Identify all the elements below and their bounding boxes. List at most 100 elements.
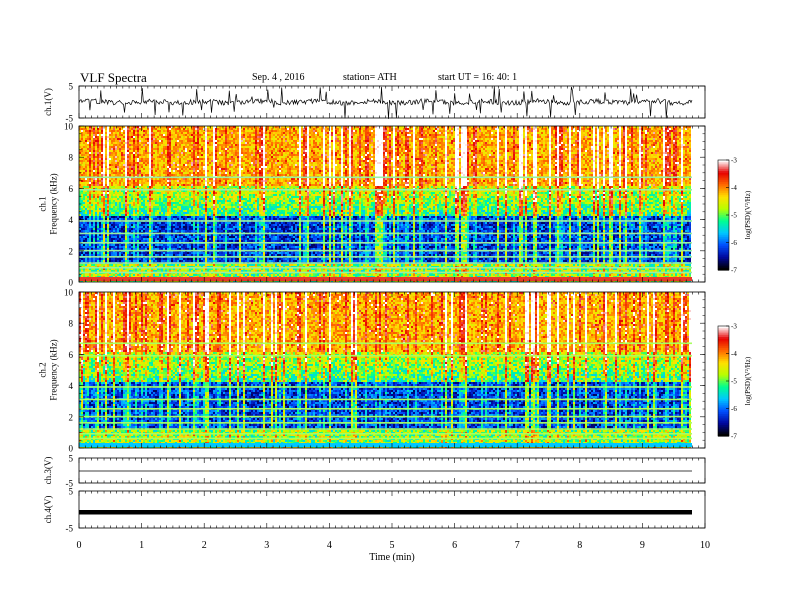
y-tick-label: 6 bbox=[69, 350, 74, 360]
colorbar-cell bbox=[718, 259, 729, 262]
spectral-line bbox=[79, 432, 692, 435]
ch4-waveform-trace bbox=[79, 510, 692, 515]
colorbar-cell bbox=[718, 331, 729, 334]
colorbar-cell bbox=[718, 198, 729, 201]
colorbar-cell bbox=[718, 432, 729, 435]
figure-title: VLF Spectra bbox=[80, 70, 147, 86]
ch2-colorbar bbox=[717, 325, 730, 437]
colorbar-tick-label: -3 bbox=[731, 157, 737, 165]
spectrogram-layer bbox=[79, 126, 692, 448]
colorbar-cell bbox=[718, 425, 729, 428]
colorbar-cell bbox=[718, 344, 729, 347]
spectral-line bbox=[79, 256, 692, 258]
colorbar-cell bbox=[718, 200, 729, 203]
colorbar-cell bbox=[718, 218, 729, 222]
colorbar-cell bbox=[718, 342, 729, 345]
x-axis-label: Time (min) bbox=[369, 552, 414, 563]
spectral-line bbox=[79, 232, 692, 235]
spectral-line bbox=[79, 176, 692, 179]
colorbar-tick-label: -7 bbox=[731, 267, 737, 275]
colorbar-cell bbox=[718, 169, 729, 172]
colorbar-cell bbox=[718, 355, 729, 358]
spectral-line bbox=[79, 437, 692, 440]
colorbar-cell bbox=[718, 404, 729, 408]
y-tick-label: 5 bbox=[69, 487, 74, 497]
y-tick-label: 0 bbox=[69, 278, 74, 288]
y-tick-label: 10 bbox=[64, 122, 74, 132]
ch1-colorbar bbox=[717, 159, 730, 271]
colorbar-cell bbox=[718, 163, 729, 167]
colorbar-cell bbox=[718, 268, 729, 271]
colorbar-cell bbox=[718, 176, 729, 179]
ch1-colorbar-label: log(PSD)(V²/Hz) bbox=[744, 190, 752, 239]
colorbar-cell bbox=[718, 174, 729, 178]
colorbar-cell bbox=[718, 185, 729, 189]
colorbar-cell bbox=[718, 362, 729, 366]
colorbar-cell bbox=[718, 222, 729, 225]
colorbar-cell bbox=[718, 182, 729, 185]
spectral-line bbox=[79, 342, 692, 345]
colorbar-cell bbox=[718, 373, 729, 377]
y-tick-label: 4 bbox=[69, 215, 74, 225]
colorbar-cell bbox=[718, 264, 729, 267]
colorbar-cell bbox=[718, 397, 729, 400]
colorbar-cell bbox=[718, 360, 729, 364]
colorbar-cell bbox=[718, 371, 729, 375]
colorbar-tick-label: -4 bbox=[731, 184, 737, 192]
colorbar-cell bbox=[718, 213, 729, 216]
y-tick-label: 6 bbox=[69, 184, 74, 194]
colorbar-cell bbox=[718, 327, 729, 331]
colorbar-cell bbox=[718, 196, 729, 200]
colorbar-cell bbox=[718, 235, 729, 238]
colorbar-cell bbox=[718, 364, 729, 367]
colorbar-cell bbox=[718, 384, 729, 388]
colorbar-tick-label: -6 bbox=[731, 405, 737, 413]
colorbar-cell bbox=[718, 231, 729, 234]
colorbar-cell bbox=[718, 180, 729, 183]
spectral-line bbox=[79, 242, 692, 244]
colorbar-cell bbox=[718, 379, 729, 382]
y-tick-label: -5 bbox=[66, 524, 74, 534]
colorbar-cell bbox=[718, 211, 729, 214]
colorbar-cell bbox=[718, 349, 729, 353]
s2-ylabel: ch.2 bbox=[38, 362, 48, 377]
colorbar-tick-label: -6 bbox=[731, 239, 737, 247]
colorbar-cell bbox=[718, 205, 729, 209]
colorbar-cell bbox=[718, 382, 729, 386]
colorbar-cell bbox=[718, 240, 729, 244]
colorbar-tick-label: -5 bbox=[731, 378, 737, 386]
axes-layer bbox=[78, 85, 730, 529]
y-tick-label: 2 bbox=[69, 246, 74, 256]
colorbar-cell bbox=[718, 412, 729, 415]
colorbar-tick-label: -5 bbox=[731, 212, 737, 220]
spectral-line bbox=[79, 428, 692, 430]
colorbar-cell bbox=[718, 348, 729, 351]
colorbar-cell bbox=[718, 370, 729, 373]
colorbar-cell bbox=[718, 368, 729, 371]
colorbar-cell bbox=[718, 399, 729, 402]
colorbar-cell bbox=[718, 227, 729, 231]
colorbar-cell bbox=[718, 414, 729, 417]
y-tick-label: 8 bbox=[69, 153, 74, 163]
y-tick-label: 10 bbox=[64, 288, 74, 298]
low-frequency-band bbox=[79, 277, 692, 281]
colorbar-cell bbox=[718, 428, 729, 432]
s1-ylabel: ch.1 bbox=[38, 196, 48, 211]
colorbar-cell bbox=[718, 194, 729, 198]
colorbar-cell bbox=[718, 415, 729, 419]
colorbar-cell bbox=[718, 238, 729, 242]
w4-frame bbox=[78, 490, 706, 529]
colorbar-cell bbox=[718, 216, 729, 220]
colorbar-cell bbox=[718, 246, 729, 249]
colorbar-cell bbox=[718, 357, 729, 360]
ch1-waveform-trace bbox=[78, 86, 693, 119]
colorbar-cell bbox=[718, 255, 729, 258]
x-tick-label: 9 bbox=[640, 540, 645, 551]
colorbar-cell bbox=[718, 220, 729, 223]
colorbar-cell bbox=[718, 419, 729, 422]
colorbar-cell bbox=[718, 426, 729, 430]
s2-ylabel: Frequency (kHz) bbox=[49, 339, 59, 400]
colorbar-cell bbox=[718, 209, 729, 212]
colorbar-cell bbox=[718, 187, 729, 190]
colorbar-cell bbox=[718, 248, 729, 251]
